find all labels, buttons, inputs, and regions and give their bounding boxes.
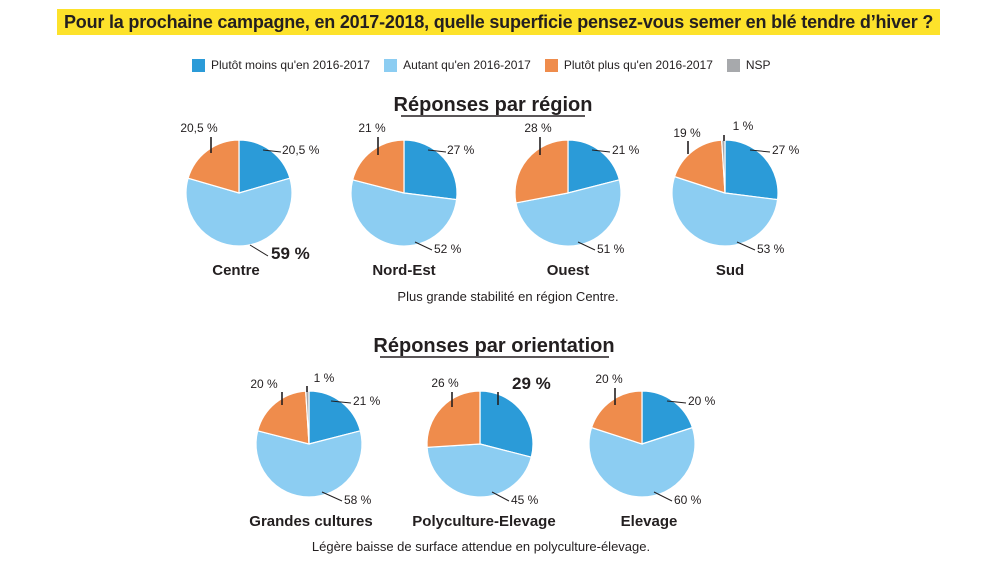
pie-nord-est: 27 % 52 % 21 % Nord-Est [350, 121, 475, 279]
pie-slice-polyculture-elevage-moins [479, 390, 534, 458]
pie-name-ouest: Ouest [547, 262, 590, 279]
pie-slice-nord-est-autant [350, 179, 458, 247]
data-label-elevage-moins: 20 % [688, 394, 716, 408]
data-label-sud-plus: 19 % [673, 126, 701, 140]
leader-line-sud-autant [736, 241, 756, 251]
legend-swatch-nsp [726, 58, 740, 72]
data-label-centre-plus: 20,5 % [180, 121, 218, 135]
pie-sud: 27 % 53 % 19 % 1 % Sud [671, 119, 800, 279]
leader-line-grandes-cultures-moins [330, 400, 352, 404]
region-note: Plus grande stabilité en région Centre. [397, 289, 618, 304]
legend-item-nsp: NSP [726, 58, 771, 72]
data-label-grandes-cultures-plus: 20 % [250, 377, 278, 391]
leader-line-elevage-moins [666, 400, 687, 404]
pie-slice-ouest-autant [515, 179, 622, 247]
leader-line-sud-moins [749, 149, 771, 153]
data-label-nord-est-autant: 52 % [434, 242, 462, 256]
data-label-centre-autant: 59 % [271, 244, 310, 263]
pie-name-sud: Sud [716, 262, 744, 279]
pie-slice-sud-autant [671, 175, 779, 247]
leader-line-grandes-cultures-autant [321, 491, 343, 502]
legend-item-plus: Plutôt plus qu'en 2016-2017 [544, 58, 713, 72]
pie-name-centre: Centre [212, 262, 260, 279]
data-label-grandes-cultures-nsp: 1 % [314, 371, 335, 385]
data-label-centre-moins: 20,5 % [282, 143, 320, 157]
data-label-nord-est-plus: 21 % [358, 121, 386, 135]
legend-swatch-plus [544, 58, 558, 72]
pie-slice-elevage-plus [590, 390, 643, 445]
pie-slice-polyculture-elevage-plus [426, 390, 481, 448]
legend-item-autant: Autant qu'en 2016-2017 [384, 58, 531, 72]
pie-slice-nord-est-plus [351, 139, 405, 194]
data-label-ouest-plus: 28 % [524, 121, 552, 135]
orientation-section-title: Réponses par orientation [373, 335, 614, 357]
leader-line-polyculture-elevage-autant [491, 491, 510, 502]
data-label-polyculture-elevage-autant: 45 % [511, 493, 539, 507]
data-label-grandes-cultures-moins: 21 % [353, 394, 381, 408]
legend-label-plus: Plutôt plus qu'en 2016-2017 [563, 58, 713, 72]
leader-line-centre-autant [249, 244, 269, 257]
legend-swatch-autant [384, 58, 398, 72]
data-label-elevage-autant: 60 % [674, 493, 702, 507]
region-section-title: Réponses par région [394, 94, 593, 116]
pie-name-elevage: Elevage [621, 513, 678, 530]
pie-polyculture-elevage: 29 % 45 % 26 % Polyculture-Elevage [412, 374, 555, 530]
pie-ouest: 21 % 51 % 28 % Ouest [514, 121, 640, 279]
pie-slice-ouest-plus [514, 139, 569, 204]
data-label-polyculture-elevage-moins: 29 % [512, 374, 551, 393]
pie-slice-centre-autant [185, 177, 293, 247]
legend-label-moins: Plutôt moins qu'en 2016-2017 [211, 58, 371, 72]
pie-name-nord-est: Nord-Est [372, 262, 435, 279]
pie-name-polyculture-elevage: Polyculture-Elevage [412, 513, 555, 530]
leader-line-elevage-autant [653, 491, 673, 502]
pie-slice-sud-moins [724, 139, 779, 201]
data-label-ouest-moins: 21 % [612, 143, 640, 157]
pie-grandes-cultures: 21 % 58 % 20 % 1 % Grandes cultures [249, 371, 380, 530]
data-label-polyculture-elevage-plus: 26 % [431, 376, 459, 390]
data-label-sud-nsp: 1 % [733, 119, 754, 133]
pie-name-grandes-cultures: Grandes cultures [249, 513, 372, 530]
leader-line-nord-est-moins [427, 149, 447, 153]
leader-line-nord-est-autant [414, 241, 433, 251]
legend-label-nsp: NSP [745, 58, 771, 72]
data-label-nord-est-moins: 27 % [447, 143, 475, 157]
legend-label-autant: Autant qu'en 2016-2017 [403, 58, 531, 72]
region-pies: 20,5 % 59 % 20,5 % Centre 27 % 52 % 21 % Nord-E… [180, 119, 799, 279]
pie-slice-nord-est-moins [403, 139, 458, 201]
pie-slice-centre-plus [187, 139, 240, 194]
data-label-sud-autant: 53 % [757, 242, 785, 256]
legend-item-moins: Plutôt moins qu'en 2016-2017 [192, 58, 370, 72]
pie-slice-elevage-autant [588, 426, 696, 498]
legend-swatch-moins [192, 58, 205, 72]
legend: Plutôt moins qu'en 2016-2017 Autant qu'e… [192, 57, 785, 73]
pie-centre: 20,5 % 59 % 20,5 % Centre [180, 121, 319, 279]
question-banner: Pour la prochaine campagne, en 2017-2018… [57, 9, 941, 35]
pie-slice-grandes-cultures-autant [255, 430, 363, 498]
data-label-sud-moins: 27 % [772, 143, 800, 157]
pie-slice-sud-plus [673, 139, 726, 194]
pie-slice-polyculture-elevage-autant [426, 443, 533, 498]
pie-elevage: 20 % 60 % 20 % Elevage [588, 372, 716, 530]
leader-line-ouest-autant [577, 241, 596, 251]
data-label-elevage-plus: 20 % [595, 372, 623, 386]
data-label-ouest-autant: 51 % [597, 242, 625, 256]
pie-slice-grandes-cultures-plus [256, 390, 310, 445]
orientation-note: Légère baisse de surface attendue en pol… [312, 539, 650, 554]
data-label-grandes-cultures-autant: 58 % [344, 493, 372, 507]
leader-line-ouest-moins [591, 149, 611, 153]
leader-line-centre-moins [262, 149, 282, 153]
